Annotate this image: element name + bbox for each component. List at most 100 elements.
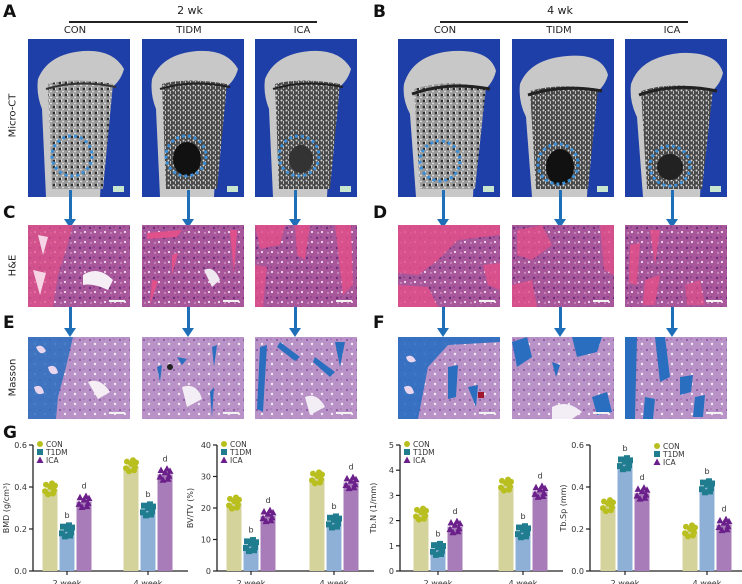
legend-item: T1DM	[662, 450, 685, 459]
y-tick-label: 1	[389, 542, 394, 551]
arrow-icon	[666, 307, 678, 337]
he-image-con-4wk	[398, 225, 500, 307]
micro-ct-image-ica-4wk	[625, 39, 727, 197]
micro-ct-image-tidm-2wk	[142, 39, 244, 197]
bar-con	[413, 514, 429, 571]
group-divider-4wk	[440, 21, 688, 23]
bar-con	[309, 478, 325, 571]
significance-label: b	[704, 467, 709, 476]
arrow-icon	[437, 307, 449, 337]
col-label-tidm-2wk: TIDM	[176, 25, 202, 36]
bar-con	[42, 489, 58, 571]
bar-con	[123, 466, 139, 571]
arrow-icon	[182, 307, 194, 337]
y-tick-label: 40	[201, 441, 211, 450]
scale-bar	[227, 186, 238, 192]
y-tick-label: 0.6	[14, 441, 27, 450]
x-tick-label: 4 week	[509, 579, 538, 584]
row-label-masson: Masson	[7, 358, 19, 397]
bar-ica	[157, 474, 173, 571]
scale-bar	[593, 300, 609, 302]
x-tick-label: 4 week	[693, 579, 722, 584]
group-divider-2wk	[69, 21, 317, 23]
significance-label: b	[64, 511, 69, 520]
bar-ica	[447, 526, 463, 571]
scale-bar	[593, 412, 609, 414]
legend-item: ICA	[663, 458, 676, 467]
scale-bar	[706, 300, 722, 302]
masson-image-tidm-4wk	[512, 337, 614, 419]
panel-letter-a: A	[3, 2, 17, 22]
row-label-he: H&E	[7, 254, 19, 277]
scale-bar	[223, 300, 239, 302]
bar-t1dm	[140, 510, 156, 571]
x-tick-label: 2 week	[611, 579, 640, 584]
bar-ica	[532, 491, 548, 571]
arrow-icon	[289, 307, 301, 337]
y-axis-label: Tb.Sp (mm)	[559, 484, 568, 532]
significance-label: d	[452, 507, 457, 516]
legend-item: T1DM	[229, 448, 252, 457]
scale-bar	[597, 186, 608, 192]
y-tick-label: 3	[389, 491, 394, 500]
significance-label: d	[162, 454, 167, 463]
scale-bar	[336, 300, 352, 302]
panel-letter-f: F	[373, 313, 385, 333]
he-image-tidm-4wk	[512, 225, 614, 307]
bar-t1dm	[515, 531, 531, 571]
significance-label: b	[622, 444, 627, 453]
bar-con	[226, 503, 242, 571]
micro-ct-image-ica-2wk	[255, 39, 357, 197]
arrow-icon	[289, 190, 301, 228]
micro-ct-image-tidm-4wk	[512, 39, 614, 197]
legend-item: CON	[413, 440, 430, 449]
arrow-icon	[64, 307, 76, 337]
scale-bar	[109, 300, 125, 302]
scale-bar	[336, 412, 352, 414]
he-image-ica-4wk	[625, 225, 727, 307]
y-tick-label: 20	[201, 504, 211, 513]
y-tick-label: 2	[389, 517, 394, 526]
scale-bar	[113, 186, 124, 192]
arrow-icon	[437, 190, 449, 228]
bar-con	[682, 531, 698, 571]
bar-con	[498, 485, 514, 571]
col-label-con-2wk: CON	[63, 25, 87, 36]
chart-bmd: 0.0 0.2 0.4 0.6 BMD (g/cm³) 2 week b d 4 week b d C…	[0, 435, 188, 584]
legend-item: T1DM	[412, 448, 435, 457]
micro-ct-image-con-2wk	[28, 39, 130, 197]
bar-ica	[260, 515, 276, 571]
scale-bar	[223, 412, 239, 414]
masson-image-tidm-2wk	[142, 337, 244, 419]
y-tick-label: 0	[206, 567, 211, 576]
panel-letter-d: D	[373, 203, 388, 223]
significance-label: d	[721, 505, 726, 514]
bar-t1dm	[699, 487, 715, 571]
significance-label: d	[537, 472, 542, 481]
x-tick-label: 2 week	[424, 579, 453, 584]
chart-tbsp: 0.0 0.2 0.4 0.6 Tb.Sp (mm) 2 week b d 4 week b d CO…	[555, 435, 742, 584]
y-tick-label: 0.6	[571, 441, 584, 450]
masson-image-ica-4wk	[625, 337, 727, 419]
panel-letter-b: B	[373, 2, 386, 22]
x-tick-label: 4 week	[320, 579, 349, 584]
col-label-ica-4wk: ICA	[663, 25, 681, 36]
arrow-icon	[666, 190, 678, 228]
legend-item: CON	[46, 440, 63, 449]
chart-bvtv: 0 10 20 30 40 BV/TV (%) 2 week b d 4 week b d CON T1D…	[185, 435, 375, 584]
legend-item: ICA	[413, 456, 426, 465]
scale-bar	[483, 186, 494, 192]
masson-image-con-2wk	[28, 337, 130, 419]
scale-bar	[109, 412, 125, 414]
scale-bar	[479, 412, 495, 414]
col-label-con-4wk: CON	[433, 25, 457, 36]
bar-ica	[343, 482, 359, 571]
y-tick-label: 0.2	[571, 525, 584, 534]
significance-label: b	[435, 530, 440, 539]
legend-item: ICA	[230, 456, 243, 465]
y-tick-label: 4	[389, 466, 394, 475]
bar-con	[600, 505, 616, 571]
he-image-con-2wk	[28, 225, 130, 307]
y-tick-label: 0.2	[14, 525, 27, 534]
panel-letter-c: C	[3, 203, 16, 223]
